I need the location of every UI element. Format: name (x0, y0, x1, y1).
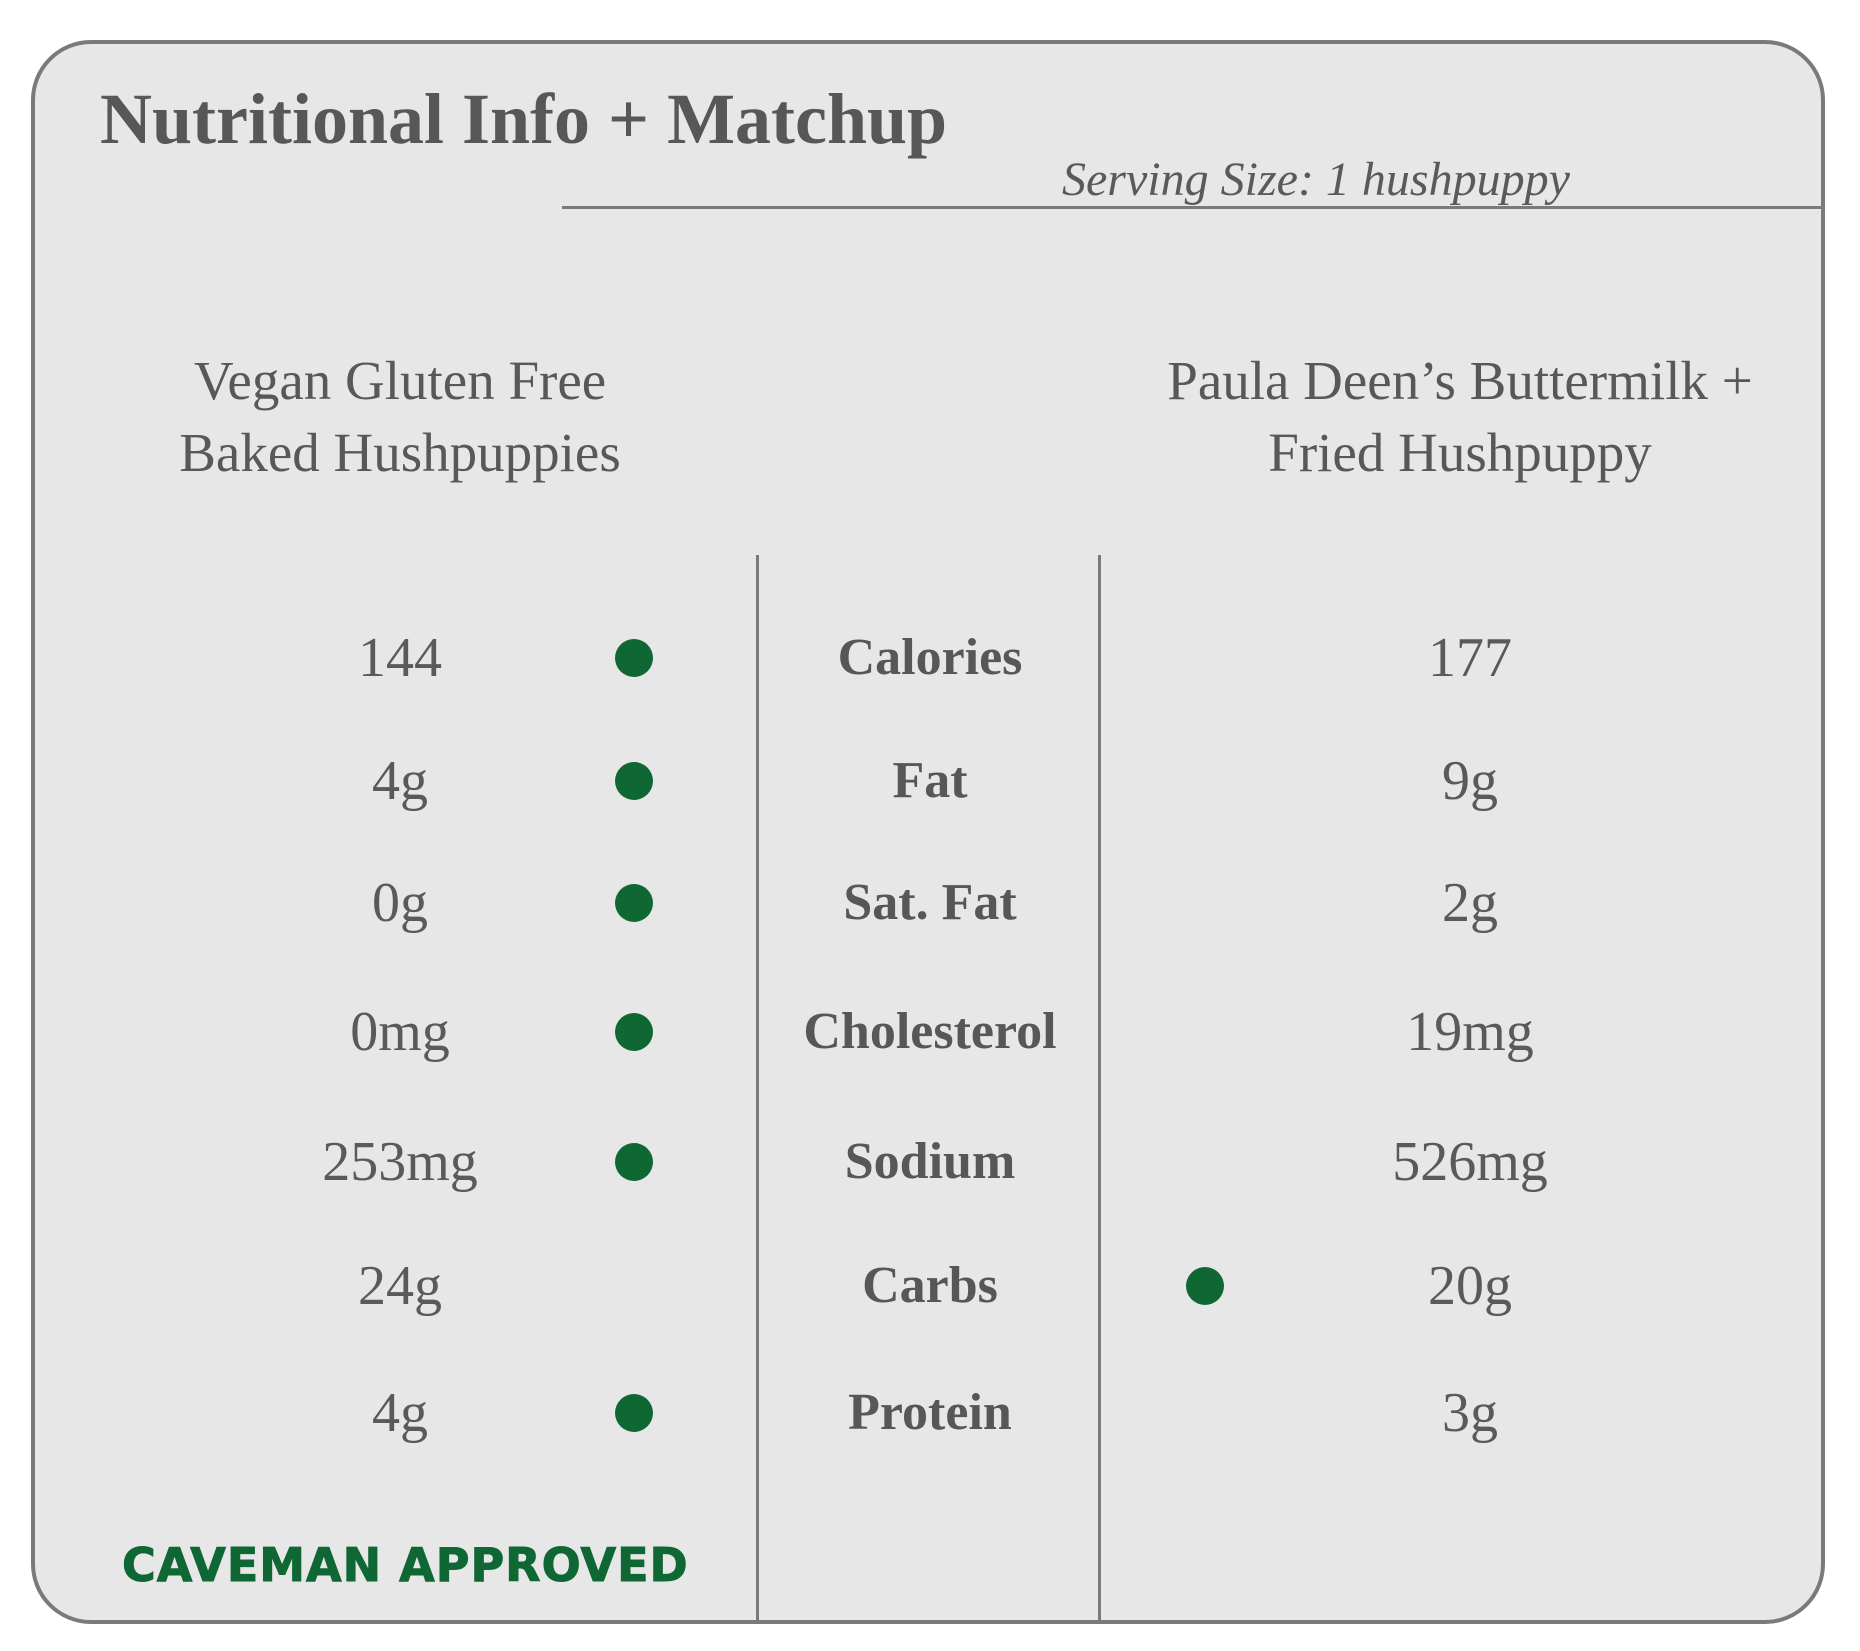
nutrient-label: Calories (837, 629, 1023, 686)
table-row: 4g Fat 9g (0, 741, 1860, 821)
left-value: 0mg (350, 1001, 450, 1063)
title-underline (562, 206, 1825, 209)
right-value: 9g (1442, 750, 1498, 812)
nutrition-card (31, 40, 1825, 1624)
green-dot-icon (615, 884, 653, 922)
left-column-divider (756, 555, 759, 1623)
right-value: 20g (1428, 1255, 1512, 1317)
green-dot-icon (1186, 1267, 1224, 1305)
right-value: 177 (1428, 627, 1512, 689)
green-dot-icon (615, 1013, 653, 1051)
left-value: 4g (372, 750, 428, 812)
table-row: 4g Protein 3g (0, 1373, 1860, 1453)
left-value: 144 (358, 627, 442, 689)
left-value: 0g (372, 872, 428, 934)
right-heading-line-1: Paula Deen’s Buttermilk + (1167, 350, 1753, 411)
table-row: 144 Calories 177 (0, 618, 1860, 698)
left-value: 4g (372, 1382, 428, 1444)
nutrient-label: Sodium (844, 1133, 1016, 1190)
nutrient-label: Fat (892, 752, 968, 809)
table-row: 0mg Cholesterol 19mg (0, 992, 1860, 1072)
left-value: 24g (358, 1255, 442, 1317)
left-column-heading: Vegan Gluten Free Baked Hushpuppies (110, 345, 690, 489)
nutrient-label: Cholesterol (803, 1003, 1057, 1060)
green-dot-icon (615, 1394, 653, 1432)
green-dot-icon (615, 1143, 653, 1181)
table-row: 253mg Sodium 526mg (0, 1122, 1860, 1202)
left-heading-line-1: Vegan Gluten Free (193, 350, 607, 411)
green-dot-icon (615, 762, 653, 800)
left-heading-line-2: Baked Hushpuppies (179, 422, 621, 483)
right-column-divider (1098, 555, 1101, 1623)
right-heading-line-2: Fried Hushpuppy (1268, 422, 1652, 483)
serving-size: Serving Size: 1 hushpuppy (1062, 153, 1570, 206)
left-value: 253mg (322, 1131, 478, 1193)
green-dot-icon (615, 639, 653, 677)
right-column-heading: Paula Deen’s Buttermilk + Fried Hushpupp… (1120, 345, 1800, 489)
nutrient-label: Carbs (862, 1257, 998, 1314)
page-title: Nutritional Info + Matchup (100, 79, 948, 159)
nutrient-label: Sat. Fat (843, 874, 1017, 931)
table-row: 0g Sat. Fat 2g (0, 863, 1860, 943)
caveman-approved-badge: CAVEMAN APPROVED (122, 1538, 689, 1593)
nutrient-label: Protein (848, 1384, 1012, 1441)
table-row: 24g Carbs 20g (0, 1246, 1860, 1326)
right-value: 19mg (1406, 1001, 1534, 1063)
right-value: 526mg (1392, 1131, 1548, 1193)
right-value: 3g (1442, 1382, 1498, 1444)
right-value: 2g (1442, 872, 1498, 934)
